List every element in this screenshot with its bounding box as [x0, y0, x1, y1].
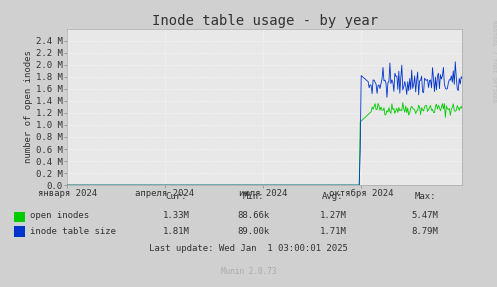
Text: Last update: Wed Jan  1 03:00:01 2025: Last update: Wed Jan 1 03:00:01 2025 — [149, 244, 348, 253]
Text: 1.81M: 1.81M — [163, 226, 190, 236]
Text: 5.47M: 5.47M — [412, 211, 438, 220]
Text: 1.33M: 1.33M — [163, 211, 190, 220]
Text: Munin 2.0.73: Munin 2.0.73 — [221, 267, 276, 276]
Y-axis label: number of open inodes: number of open inodes — [24, 51, 33, 163]
Text: 1.27M: 1.27M — [320, 211, 346, 220]
Text: Avg:: Avg: — [322, 193, 344, 201]
Title: Inode table usage - by year: Inode table usage - by year — [152, 13, 378, 28]
Text: 89.00k: 89.00k — [238, 226, 269, 236]
Text: open inodes: open inodes — [30, 211, 89, 220]
Text: RRDTOOL / TOBI OETIKER: RRDTOOL / TOBI OETIKER — [491, 20, 496, 102]
Text: 88.66k: 88.66k — [238, 211, 269, 220]
Text: 8.79M: 8.79M — [412, 226, 438, 236]
Text: Max:: Max: — [414, 193, 436, 201]
Text: Cur:: Cur: — [166, 193, 187, 201]
Text: inode table size: inode table size — [30, 226, 116, 236]
Text: 1.71M: 1.71M — [320, 226, 346, 236]
Text: Min:: Min: — [243, 193, 264, 201]
